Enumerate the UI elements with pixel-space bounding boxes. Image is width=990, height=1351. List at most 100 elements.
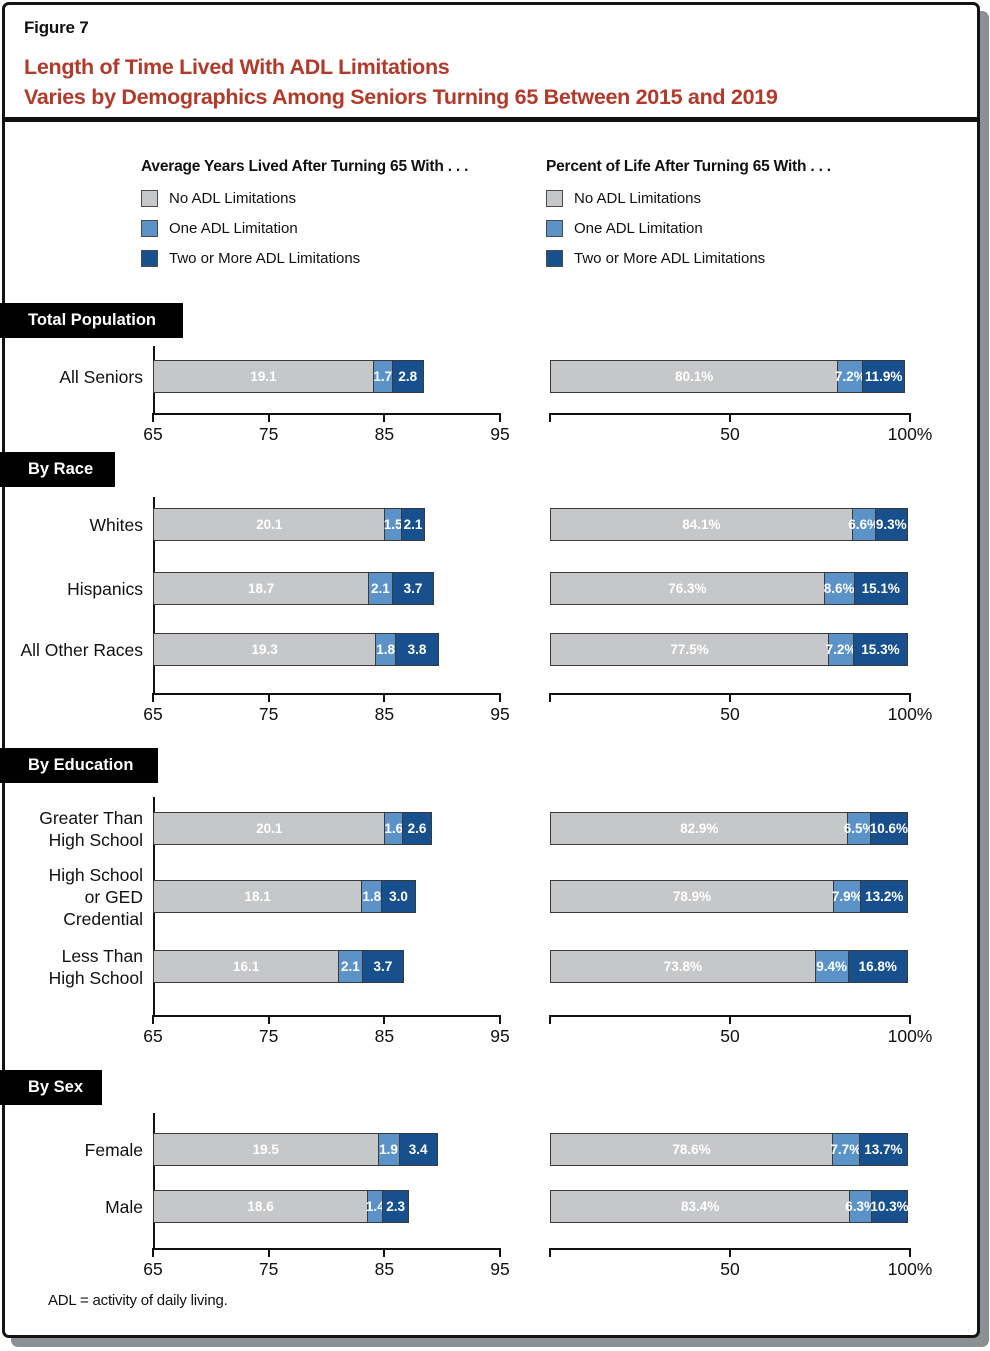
bar-value-label: 11.9%: [864, 369, 903, 384]
bar-segment-two-adl: 3.8: [395, 633, 439, 666]
bar-segment-two-adl: 13.7%: [858, 1133, 908, 1166]
bar-segment-no-adl: 18.7: [153, 572, 370, 605]
bar-segment-two-adl: 2.8: [391, 360, 424, 393]
bar-segment-two-adl: 13.2%: [860, 880, 908, 913]
legend-item-label: Two or More ADL Limitations: [574, 250, 766, 267]
axis-tick: [152, 1248, 154, 1257]
bar-value-label: 7.2%: [834, 369, 866, 384]
bar-segment-no-adl: 18.6: [153, 1190, 369, 1223]
bar-value-label: 1.8: [362, 889, 382, 904]
axis-tick: [549, 413, 551, 422]
bar-value-label: 2.1: [403, 517, 423, 532]
by-education-years-axis: [153, 1015, 500, 1017]
bar-value-label: 73.8%: [663, 959, 702, 974]
bar-value-label: 10.3%: [870, 1199, 909, 1214]
bar-value-label: 10.6%: [869, 821, 909, 836]
bar-row-years-greater-than-high-school: 20.1 1.6 2.6: [153, 812, 433, 845]
legend-item-label: No ADL Limitations: [169, 190, 297, 207]
axis-tick: [909, 1248, 911, 1257]
legend-swatch-no-adl-limitations: [546, 190, 563, 207]
bar-segment-two-adl: 11.9%: [862, 360, 906, 393]
bar-row-years-less-than-high-school: 16.1 2.1 3.7: [153, 950, 405, 983]
section-header-by-race: By Race: [0, 452, 115, 487]
bar-value-label: 1.7: [373, 369, 393, 384]
legend-item-two-or-more-adl-limitations: Two or More ADL Limitations: [141, 250, 468, 267]
bar-row-years-all-seniors: 19.1 1.7 2.8: [153, 360, 424, 393]
bar-row-percent-high-school-or-ged-credential: 78.9% 7.9% 13.2%: [550, 880, 908, 913]
bar-segment-one-adl: 1.6: [384, 812, 403, 845]
axis-tick-label: 65: [143, 704, 163, 724]
axis-tick-label: 65: [143, 1026, 163, 1046]
bar-segment-one-adl: 7.9%: [831, 880, 863, 913]
axis-tick-label: 95: [490, 1259, 510, 1279]
bar-segment-no-adl: 80.1%: [550, 360, 839, 393]
bar-value-label: 2.8: [398, 369, 418, 384]
axis-tick-label: 50: [720, 424, 740, 444]
category-label-male: Male: [5, 1196, 143, 1218]
category-label-female: Female: [5, 1139, 143, 1161]
legend-swatch-one-adl-limitation: [546, 220, 563, 237]
axis-tick: [383, 1248, 386, 1257]
bar-segment-no-adl: 82.9%: [550, 812, 849, 845]
bar-segment-two-adl: 15.3%: [852, 633, 908, 666]
bar-value-label: 18.7: [248, 581, 275, 596]
bar-value-label: 3.8: [407, 642, 427, 657]
bar-row-years-hispanics: 18.7 2.1 3.7: [153, 572, 435, 605]
legend-swatch-two-or-more-adl-limitations: [141, 250, 158, 267]
axis-tick-label: 50: [720, 1026, 740, 1046]
category-label-line: Greater Than: [39, 807, 143, 828]
bar-segment-one-adl: 2.1: [368, 572, 393, 605]
bar-value-label: 7.9%: [831, 889, 863, 904]
bar-segment-no-adl: 73.8%: [550, 950, 816, 983]
bar-value-label: 77.5%: [670, 642, 709, 657]
bar-row-percent-greater-than-high-school: 82.9% 6.5% 10.6%: [550, 812, 908, 845]
category-label-line: Credential: [63, 908, 143, 929]
legend-years-title: Average Years Lived After Turning 65 Wit…: [141, 158, 469, 175]
bar-value-label: 8.6%: [823, 581, 855, 596]
bar-value-label: 19.1: [250, 369, 277, 384]
axis-tick: [267, 693, 270, 702]
section-header-total-population: Total Population: [0, 303, 183, 338]
bar-row-percent-male: 83.4% 6.3% 10.3%: [550, 1190, 909, 1223]
total-population-years-axis: [153, 413, 500, 415]
axis-tick-label: 75: [258, 1026, 279, 1046]
bar-segment-two-adl: 10.6%: [870, 812, 908, 845]
bar-segment-two-adl: 9.3%: [874, 508, 908, 541]
axis-tick-label: 50: [720, 704, 740, 724]
title-divider: [2, 117, 980, 122]
axis-tick-label: 85: [374, 1026, 395, 1046]
bar-segment-two-adl: 2.6: [401, 812, 433, 845]
axis-tick-label: 85: [374, 704, 395, 724]
category-label-high-school-or-ged-credential: High School or GED Credential: [5, 864, 143, 930]
bar-row-percent-hispanics: 76.3% 8.6% 15.1%: [550, 572, 908, 605]
bar-row-years-female: 19.5 1.9 3.4: [153, 1133, 438, 1166]
axis-tick-label: 95: [490, 704, 510, 724]
by-race-years-axis: [153, 693, 500, 695]
axis-tick-label: 85: [374, 1259, 395, 1279]
bar-segment-no-adl: 16.1: [153, 950, 340, 983]
bar-value-label: 20.1: [256, 517, 283, 532]
bar-segment-two-adl: 3.7: [361, 950, 405, 983]
charts-area: Total Population All Seniors 19.1 1.7 2.8 80.…: [0, 5, 977, 1335]
category-label-line: All Other Races: [20, 639, 143, 660]
figure-label: Figure 7: [24, 18, 89, 37]
category-label-line: High School: [48, 829, 143, 850]
bar-value-label: 6.3%: [845, 1199, 876, 1214]
bar-value-label: 78.6%: [672, 1142, 711, 1157]
category-label-line: Less Than: [61, 945, 143, 966]
bar-value-label: 78.9%: [672, 889, 712, 904]
footnote: ADL = activity of daily living.: [48, 1292, 228, 1309]
category-label-line: Hispanics: [67, 578, 143, 599]
axis-tick: [549, 693, 551, 702]
legend-item-label: One ADL Limitation: [169, 220, 298, 237]
by-sex-years-axis: [153, 1248, 500, 1250]
bar-segment-no-adl: 18.1: [153, 880, 363, 913]
bar-segment-one-adl: 6.3%: [845, 1190, 876, 1223]
bar-value-label: 18.6: [247, 1199, 274, 1214]
legend-swatch-two-or-more-adl-limitations: [546, 250, 563, 267]
axis-tick-label: 100%: [887, 704, 933, 724]
category-label-less-than-high-school: Less Than High School: [5, 945, 143, 989]
axis-tick-label: 100%: [887, 1026, 933, 1046]
category-label-line: Whites: [89, 514, 143, 535]
legend-years-items: No ADL Limitations One ADL Limitation Two …: [141, 190, 468, 267]
